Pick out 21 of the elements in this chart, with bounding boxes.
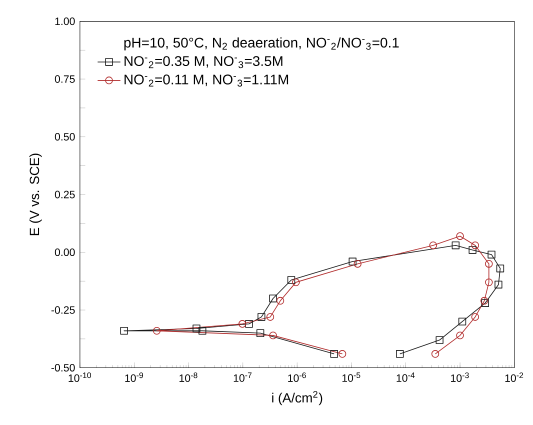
text: pH=10, 50°C, N$_{2}$ deaeration, NO$^{-}$$_{2}$/NO$^{-}$$_{3}$=0.1 [124, 37, 399, 50]
legend-label: NO$^{-}$$_{2}$=0.35 M, NO$^{-}$$_{3}$=3.5M [124, 56, 282, 68]
x-tick-label: 10$^{-8}$ [180, 372, 198, 382]
y-tick-label: -0.25 [51, 306, 75, 314]
y-tick-label: 0.00 [54, 248, 75, 256]
y-tick-label: 0.50 [54, 133, 75, 141]
x-tick-label: 10$^{-10}$ [68, 372, 92, 382]
y-tick-label: 1.00 [55, 18, 75, 26]
x-axis-title: i (A/cm$^{2}$) [272, 391, 322, 406]
x-tick-label: 10$^{-7}$ [234, 372, 252, 382]
y-tick-label: -0.50 [51, 364, 75, 372]
x-tick-label: 10$^{-3}$ [451, 372, 469, 382]
x-tick-label: 10$^{-2}$ [505, 372, 524, 382]
y-axis-title: E (V vs. SCE) [29, 154, 42, 236]
x-tick-label: 10$^{-5}$ [342, 372, 360, 382]
legend-label: NO$^{-}$$_{2}$=0.11 M, NO$^{-}$$_{3}$=1.11M [124, 74, 288, 87]
y-tick-label: 0.25 [54, 190, 75, 198]
x-tick-label: 10$^{-6}$ [288, 372, 306, 382]
x-tick-label: 10$^{-9}$ [125, 372, 144, 382]
x-tick-label: 10$^{-4}$ [396, 372, 415, 382]
y-tick-label: 0.75 [54, 75, 75, 83]
